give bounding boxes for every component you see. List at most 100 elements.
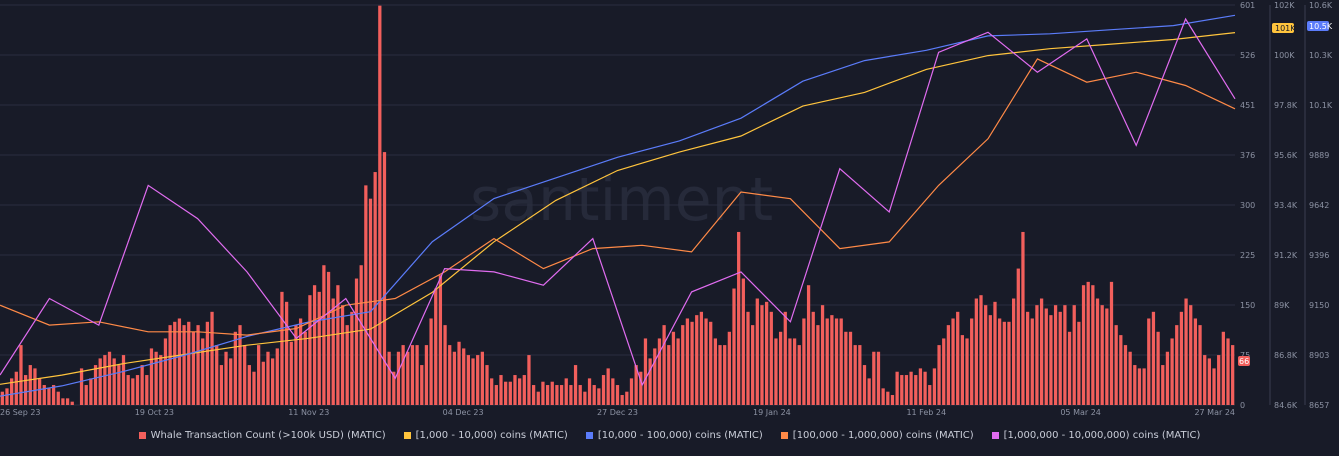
bar[interactable] (1039, 298, 1044, 405)
bar[interactable] (606, 368, 610, 405)
bar[interactable] (1170, 338, 1174, 405)
bar[interactable] (1016, 268, 1020, 405)
bar[interactable] (182, 325, 186, 405)
bar[interactable] (988, 315, 992, 405)
bar[interactable] (597, 388, 601, 405)
bar[interactable] (858, 345, 862, 405)
bar[interactable] (51, 385, 56, 405)
bar[interactable] (601, 375, 606, 405)
bar[interactable] (466, 355, 470, 405)
bar[interactable] (783, 311, 787, 405)
bar[interactable] (839, 318, 843, 405)
bar[interactable] (201, 338, 205, 405)
bar[interactable] (485, 365, 489, 405)
bar[interactable] (1123, 345, 1128, 405)
bar[interactable] (830, 315, 834, 405)
bar[interactable] (294, 325, 298, 405)
bar[interactable] (266, 351, 270, 405)
bar[interactable] (1151, 311, 1156, 405)
legend-item[interactable]: Whale Transaction Count (>100k USD) (MAT… (138, 430, 386, 441)
bar[interactable] (993, 301, 997, 405)
bar[interactable] (33, 368, 37, 405)
bar[interactable] (639, 371, 643, 405)
bar[interactable] (14, 371, 18, 405)
bar[interactable] (718, 345, 722, 405)
bar[interactable] (168, 325, 172, 405)
bar[interactable] (615, 385, 620, 405)
bar[interactable] (1077, 321, 1081, 405)
bar[interactable] (862, 365, 867, 405)
bar[interactable] (420, 365, 424, 405)
bar[interactable] (396, 351, 401, 405)
bar[interactable] (257, 345, 261, 405)
bar[interactable] (1207, 358, 1211, 405)
bar[interactable] (932, 368, 937, 405)
bar[interactable] (788, 338, 792, 405)
bar[interactable] (89, 378, 93, 405)
bar[interactable] (378, 5, 382, 405)
bar[interactable] (131, 378, 135, 405)
bar[interactable] (238, 325, 242, 405)
bar[interactable] (19, 345, 23, 405)
bar[interactable] (564, 378, 568, 405)
bar[interactable] (797, 345, 801, 405)
bar[interactable] (429, 318, 433, 405)
bar[interactable] (1189, 305, 1193, 405)
bar[interactable] (956, 311, 960, 405)
bar[interactable] (1133, 365, 1137, 405)
bar[interactable] (70, 401, 74, 405)
bar[interactable] (336, 285, 340, 405)
bar[interactable] (187, 321, 191, 405)
bar[interactable] (876, 351, 881, 405)
bar[interactable] (536, 391, 540, 405)
bar[interactable] (513, 375, 517, 405)
bar[interactable] (951, 318, 955, 405)
bar[interactable] (531, 385, 536, 405)
bar[interactable] (1142, 368, 1146, 405)
bar[interactable] (667, 345, 671, 405)
bar[interactable] (643, 338, 648, 405)
bar[interactable] (727, 331, 731, 405)
bar[interactable] (308, 295, 312, 405)
bar[interactable] (424, 345, 429, 405)
bar[interactable] (340, 305, 345, 405)
bar[interactable] (1086, 281, 1090, 405)
bar[interactable] (261, 361, 265, 405)
bar[interactable] (699, 311, 704, 405)
bar[interactable] (765, 301, 769, 405)
bar[interactable] (806, 285, 811, 405)
bar[interactable] (545, 385, 550, 405)
bar[interactable] (401, 345, 405, 405)
bar[interactable] (471, 358, 475, 405)
bar[interactable] (653, 348, 657, 405)
bar[interactable] (527, 355, 531, 405)
bar[interactable] (126, 375, 130, 405)
bar[interactable] (890, 395, 895, 405)
bar[interactable] (1058, 311, 1062, 405)
bar[interactable] (895, 371, 899, 405)
bar[interactable] (103, 355, 107, 405)
bar[interactable] (229, 358, 233, 405)
bar[interactable] (923, 371, 927, 405)
bar[interactable] (774, 338, 778, 405)
bar[interactable] (737, 231, 741, 405)
bar[interactable] (415, 345, 419, 405)
bar[interactable] (326, 271, 331, 405)
bar[interactable] (317, 291, 321, 405)
bar[interactable] (233, 331, 237, 405)
bar[interactable] (802, 318, 806, 405)
bar[interactable] (723, 345, 727, 405)
bar[interactable] (1072, 305, 1076, 405)
bar[interactable] (219, 365, 223, 405)
bar[interactable] (443, 325, 447, 405)
bar[interactable] (98, 358, 102, 405)
bar[interactable] (37, 378, 42, 405)
bar[interactable] (853, 345, 857, 405)
bar[interactable] (928, 385, 932, 405)
bar[interactable] (942, 338, 946, 405)
series-line-2[interactable] (0, 14, 1236, 397)
bar[interactable] (5, 388, 9, 405)
legend-item[interactable]: [1,000,000 - 10,000,000) coins (MATIC) (991, 430, 1200, 441)
bar[interactable] (10, 378, 14, 405)
series-line-4[interactable] (0, 17, 1236, 387)
